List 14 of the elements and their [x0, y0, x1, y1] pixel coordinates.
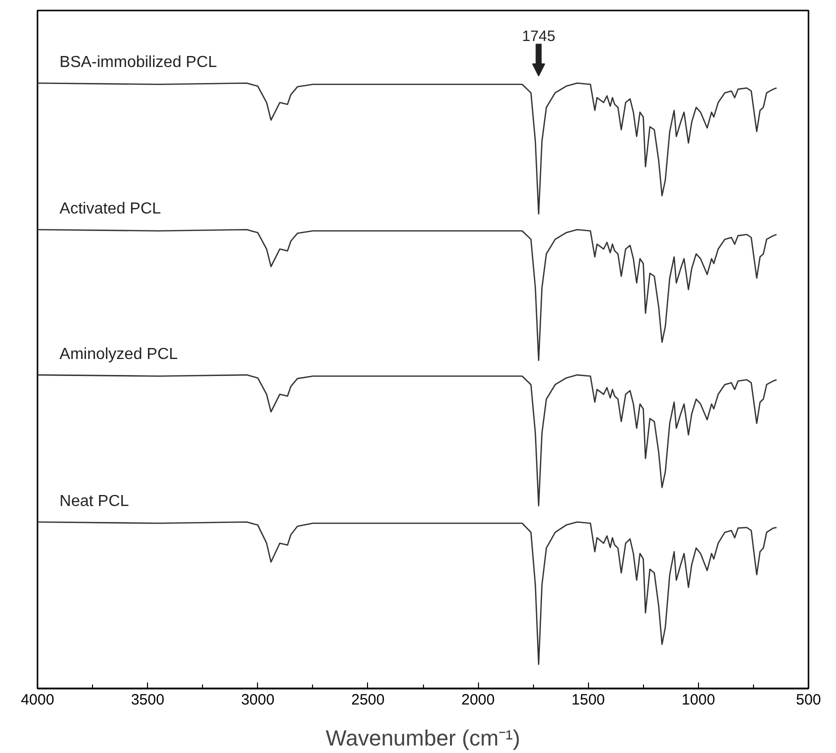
x-tick-label: 1000 — [682, 692, 716, 708]
x-tick-label: 1500 — [572, 692, 605, 708]
series-label: Neat PCL — [60, 492, 129, 510]
x-axis-title: Wavenumber (cm⁻¹) — [326, 726, 520, 750]
x-tick-label: 4000 — [20, 692, 54, 708]
series-label: Aminolyzed PCL — [60, 346, 178, 363]
x-tick-label: 500 — [796, 692, 822, 708]
series-label: Activated PCL — [60, 200, 162, 218]
x-tick-label: 2500 — [351, 692, 385, 708]
text: 1745 — [522, 28, 556, 45]
series-label: BSA-immobilized PCL — [60, 54, 218, 72]
x-tick-label: 3500 — [130, 692, 164, 708]
x-tick-label: 3000 — [241, 692, 274, 708]
x-tick-label: 2000 — [461, 692, 495, 708]
